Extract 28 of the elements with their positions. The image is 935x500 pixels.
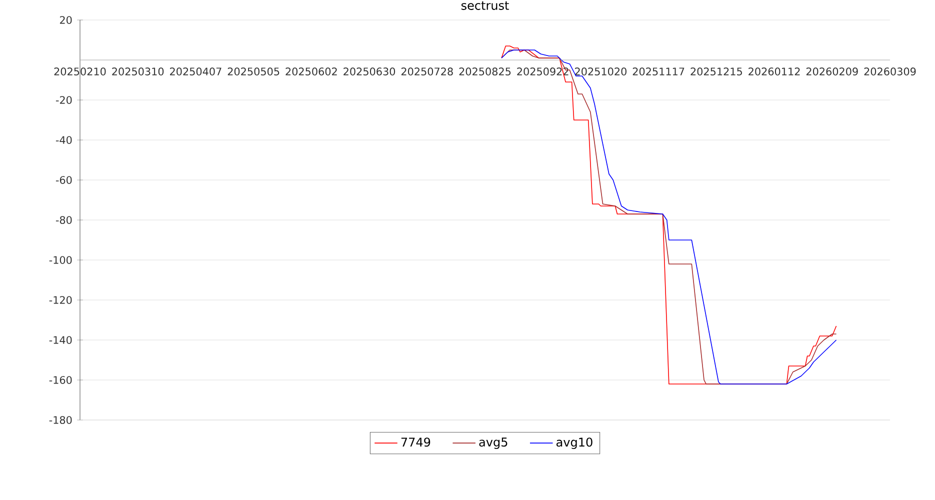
y-tick-label: -60 — [56, 176, 72, 184]
y-tick-label: -120 — [49, 296, 72, 304]
x-tick-label: 20250505 — [228, 68, 280, 76]
x-tick-label: 20250407 — [170, 68, 222, 76]
x-tick-label: 20250630 — [344, 68, 396, 76]
x-tick-label: 20250825 — [459, 68, 511, 76]
y-tick-label: -180 — [49, 416, 72, 424]
x-tick-label: 20250728 — [401, 68, 453, 76]
legend-label: avg10 — [556, 438, 592, 449]
y-tick-label: -160 — [49, 376, 72, 384]
legend-label: avg5 — [479, 438, 508, 449]
x-tick-label: 20250210 — [54, 68, 106, 76]
x-tick-label: 20260209 — [806, 68, 858, 76]
y-tick-label: -140 — [49, 336, 72, 344]
x-tick-label: 20250602 — [286, 68, 337, 76]
x-tick-label: 20250310 — [112, 68, 164, 76]
x-tick-label: 20251117 — [632, 68, 684, 76]
x-tick-label: 20251020 — [575, 68, 626, 76]
x-tick-label: 20251215 — [690, 68, 742, 76]
y-tick-label: -100 — [49, 256, 72, 264]
chart-title: sectrust — [461, 1, 509, 10]
x-tick-label: 20260309 — [864, 68, 916, 76]
y-tick-label: 20 — [60, 16, 72, 24]
y-tick-label: -20 — [56, 96, 72, 104]
legend-label: 7749 — [401, 438, 430, 447]
y-tick-label: -80 — [56, 216, 72, 224]
y-tick-label: -40 — [56, 136, 72, 144]
x-tick-label: 20260112 — [748, 68, 800, 76]
